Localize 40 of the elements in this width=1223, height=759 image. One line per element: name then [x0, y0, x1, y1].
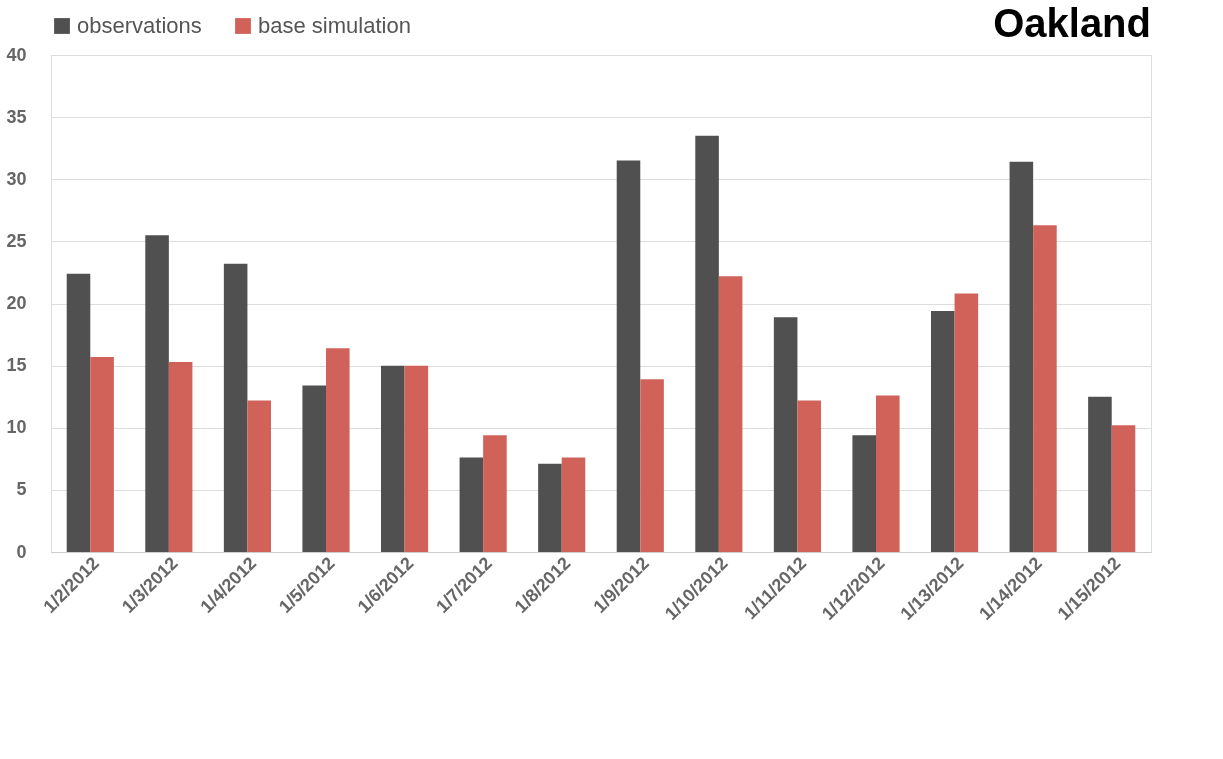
- bar: [223, 263, 248, 552]
- bar: [931, 310, 955, 552]
- y-tick-label: 35: [6, 106, 27, 127]
- legend-label: base simulation: [258, 13, 411, 38]
- bar: [381, 365, 405, 552]
- y-tick-label: 20: [6, 293, 27, 313]
- bar: [459, 457, 484, 552]
- bar: [247, 400, 271, 552]
- bar: [538, 463, 562, 552]
- bar: [797, 400, 821, 552]
- bar: [1111, 425, 1136, 552]
- y-tick-label: 5: [16, 479, 27, 500]
- y-tick-label: 40: [6, 44, 27, 65]
- bar: [718, 276, 743, 552]
- bar: [168, 361, 193, 552]
- bar: [616, 160, 641, 552]
- y-tick-label: 25: [6, 230, 27, 251]
- bar: [326, 348, 350, 552]
- bar: [483, 435, 507, 552]
- y-tick-label: 15: [6, 355, 27, 376]
- bar: [695, 135, 719, 552]
- bar: [1009, 161, 1034, 552]
- y-tick-label: 30: [6, 168, 27, 189]
- bar: [1088, 396, 1112, 552]
- bar: [773, 317, 798, 552]
- bar: [561, 457, 586, 552]
- bar: [404, 365, 429, 552]
- bar: [66, 273, 91, 552]
- bar: [876, 395, 900, 552]
- bar: [954, 293, 979, 552]
- y-tick-label: 10: [6, 417, 27, 438]
- chart-title: Oakland: [993, 1, 1151, 45]
- bar: [640, 379, 664, 552]
- bar: [145, 235, 169, 552]
- bar: [302, 385, 326, 552]
- bar: [852, 435, 876, 552]
- legend-label: observations: [77, 13, 202, 38]
- bar: [1033, 225, 1057, 552]
- y-tick-label: 0: [16, 541, 27, 562]
- bar: [90, 356, 114, 552]
